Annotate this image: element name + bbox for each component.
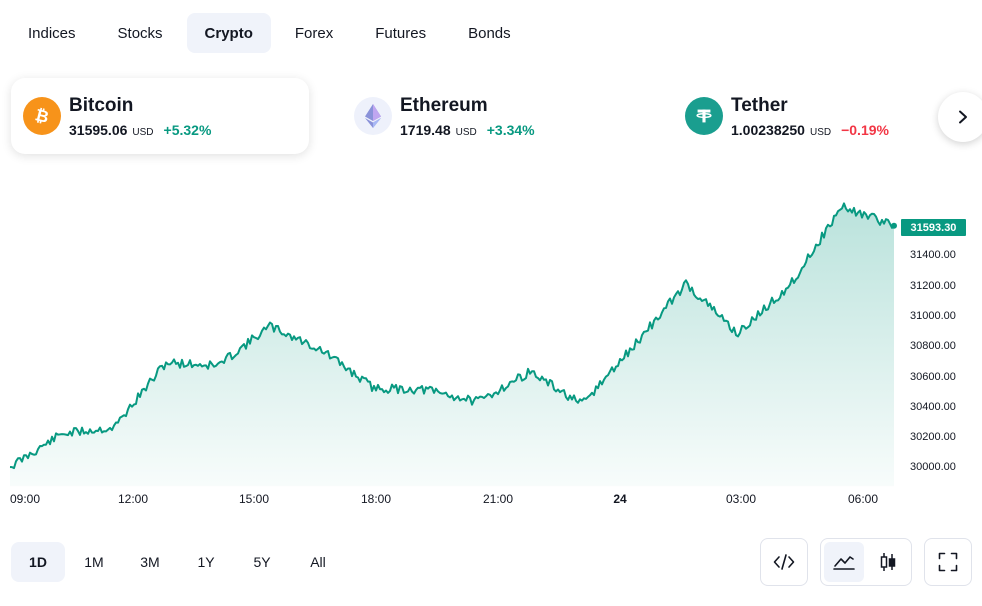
y-axis-label: 31200.00 [910, 280, 956, 292]
candlestick-icon [880, 553, 896, 571]
tab-futures[interactable]: Futures [375, 24, 427, 42]
chart-type-toggle [820, 538, 912, 586]
y-axis-label: 30000.00 [910, 461, 956, 473]
next-symbols-button[interactable] [938, 92, 982, 142]
price-area-fill [10, 203, 894, 487]
area-chart-icon [833, 556, 855, 570]
y-axis-label: 30400.00 [910, 401, 956, 413]
market-tabs: Indices Stocks Crypto Forex Futures Bond… [10, 13, 529, 53]
last-price-label: 31593.30 [901, 219, 966, 236]
range-1y[interactable]: 1Y [197, 554, 215, 570]
range-5y[interactable]: 5Y [253, 554, 271, 570]
symbol-card-tether[interactable]: Tether 1.00238250 USD −0.19% [673, 78, 971, 154]
x-axis-label: 24 [613, 492, 627, 506]
x-axis-label: 18:00 [360, 492, 392, 506]
symbol-currency: USD [809, 126, 832, 138]
fullscreen-button[interactable] [924, 538, 972, 586]
range-1d[interactable]: 1D [11, 542, 65, 582]
symbol-price: 1719.48 [400, 121, 451, 138]
symbol-currency: USD [132, 126, 154, 138]
y-axis-label: 30800.00 [910, 340, 956, 352]
x-axis-label: 12:00 [117, 492, 149, 506]
y-axis-label: 31000.00 [910, 310, 956, 322]
tab-stocks[interactable]: Stocks [117, 24, 163, 42]
x-axis-label: 03:00 [725, 492, 757, 506]
symbol-change: +5.32% [163, 121, 212, 138]
price-chart[interactable] [0, 170, 900, 490]
tether-icon [685, 97, 723, 135]
symbol-name: Tether [731, 94, 788, 116]
symbol-currency: USD [455, 126, 477, 138]
tab-bonds[interactable]: Bonds [468, 24, 511, 42]
embed-button[interactable] [760, 538, 808, 586]
symbol-name: Ethereum [400, 94, 488, 116]
code-icon [773, 554, 795, 570]
svg-text:₿: ₿ [33, 105, 51, 127]
symbol-card-ethereum[interactable]: Ethereum 1719.48 USD +3.34% [342, 78, 640, 154]
ethereum-icon [354, 97, 392, 135]
symbol-price: 1.00238250 [731, 121, 805, 138]
symbol-card-bitcoin[interactable]: ₿ Bitcoin 31595.06 USD +5.32% [11, 78, 309, 154]
range-3m[interactable]: 3M [140, 554, 160, 570]
y-axis-label: 30600.00 [910, 371, 956, 383]
symbol-price: 31595.06 [69, 121, 128, 138]
chevron-right-icon [959, 110, 967, 124]
tab-forex[interactable]: Forex [294, 24, 334, 42]
x-axis-label: 21:00 [482, 492, 514, 506]
symbol-change: +3.34% [486, 121, 535, 138]
symbol-name: Bitcoin [69, 94, 134, 116]
x-axis-label: 15:00 [238, 492, 270, 506]
price-line [9, 202, 895, 470]
time-range-selector: 1D 1M 3M 1Y 5Y All [11, 542, 345, 582]
range-all[interactable]: All [310, 554, 326, 570]
fullscreen-icon [938, 552, 958, 572]
candlestick-chart-button[interactable] [868, 542, 908, 582]
x-axis-label: 09:00 [9, 492, 41, 506]
y-axis-label: 30200.00 [910, 431, 956, 443]
x-axis-label: 06:00 [847, 492, 879, 506]
symbol-change: −0.19% [841, 121, 889, 138]
area-chart-button[interactable] [824, 542, 864, 582]
y-axis-label: 31400.00 [910, 249, 956, 261]
tab-crypto[interactable]: Crypto [186, 13, 271, 53]
tab-indices[interactable]: Indices [28, 24, 76, 42]
range-1m[interactable]: 1M [84, 554, 104, 570]
last-price-dot [891, 222, 897, 229]
bitcoin-icon: ₿ [23, 97, 61, 135]
